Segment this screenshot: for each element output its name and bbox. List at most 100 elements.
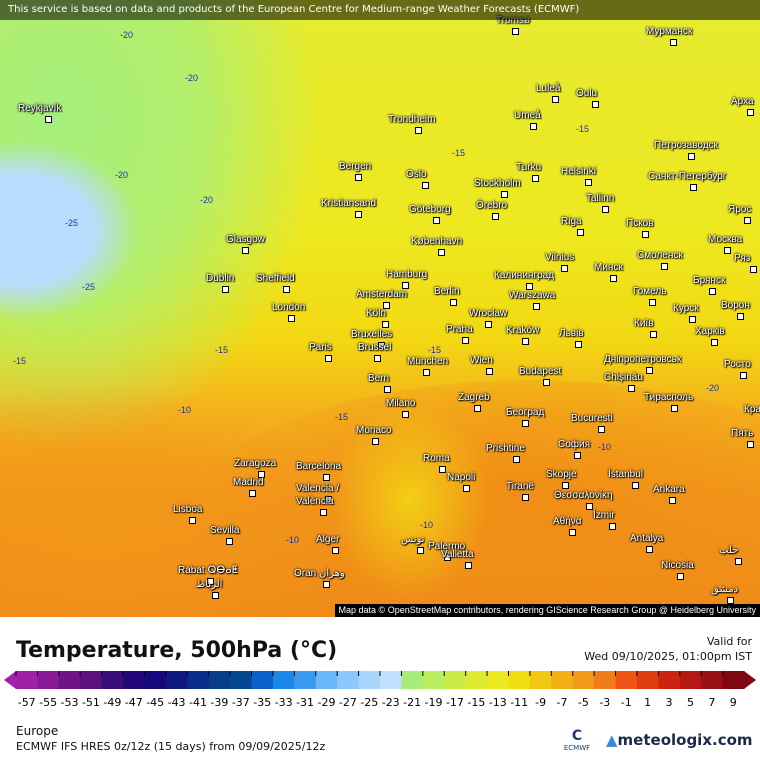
city-marker xyxy=(422,182,429,189)
legend-tick-label: -23 xyxy=(381,696,400,709)
city-marker xyxy=(288,315,295,322)
city-label: Ряз xyxy=(734,253,751,264)
city-marker xyxy=(592,101,599,108)
legend-swatch xyxy=(615,671,638,689)
city-marker xyxy=(222,286,229,293)
city-label: Sheffield xyxy=(256,273,295,284)
city-label: Tiranë xyxy=(506,481,534,492)
city-label: Madrid xyxy=(233,477,264,488)
city-marker xyxy=(610,275,617,282)
meteologix-logo[interactable]: ▲meteologix.com xyxy=(606,731,753,749)
city-marker xyxy=(744,217,751,224)
city-marker xyxy=(485,321,492,328)
valid-time: Valid for Wed 09/10/2025, 01:00pm IST xyxy=(584,634,752,664)
city-marker xyxy=(650,331,657,338)
legend-tick-label: -5 xyxy=(577,696,589,709)
city-label: Köln xyxy=(366,308,387,319)
legend-swatch xyxy=(37,671,60,689)
legend-swatch xyxy=(551,671,574,689)
isotherm-label: -20 xyxy=(200,195,214,205)
city-label: Ярос xyxy=(728,204,752,215)
city-label: Roma xyxy=(423,453,450,464)
city-marker xyxy=(462,337,469,344)
city-marker xyxy=(669,497,676,504)
city-label: Ankara xyxy=(653,484,685,495)
ecmwf-notice-banner: This service is based on data and produc… xyxy=(0,0,760,20)
city-marker xyxy=(689,184,697,191)
city-label: Helsinki xyxy=(561,166,597,177)
isotherm-label: -15 xyxy=(576,124,590,134)
city-label: Skopje xyxy=(546,469,577,480)
legend-swatch xyxy=(465,671,488,689)
legend-tick-label: -1 xyxy=(620,696,632,709)
legend-swatch xyxy=(208,671,231,689)
legend-tick-label: -35 xyxy=(253,696,272,709)
city-marker xyxy=(189,517,196,524)
city-marker xyxy=(382,302,390,309)
city-label: София xyxy=(558,439,591,450)
city-label: Lisboa xyxy=(173,504,203,515)
legend-swatch xyxy=(529,671,552,689)
city-label: Zagreb xyxy=(458,392,490,403)
city-marker xyxy=(44,116,52,123)
city-marker xyxy=(645,367,653,374)
city-marker xyxy=(522,420,529,427)
legend-tick-label: -17 xyxy=(445,696,464,709)
legend-ticks: -57 -55 -53 -51 -49 -47 -45 -43 -41 -39 -37 -35 -33-… xyxy=(14,696,746,710)
city-marker xyxy=(374,355,381,362)
legend-swatch xyxy=(230,671,253,689)
city-label: Glasgow xyxy=(226,234,265,245)
isotherm-label: -10 xyxy=(178,405,192,415)
city-label: Prishtine xyxy=(486,443,525,454)
city-marker xyxy=(332,547,339,554)
city-marker xyxy=(500,191,508,198)
legend-swatch xyxy=(636,671,659,689)
city-marker xyxy=(737,313,744,320)
city-marker xyxy=(661,263,668,270)
legend-tick-label: -33 xyxy=(274,696,293,709)
city-label: Amsterdam xyxy=(356,289,408,300)
legend-tick-label: -13 xyxy=(488,696,507,709)
city-label: Budapest xyxy=(519,366,562,377)
temperature-map[interactable]: Reykjavík Tromsø Мурманск Luleå Oulu Арха Umeå… xyxy=(0,0,760,617)
city-label: Örebro xyxy=(476,200,508,211)
city-label: Umeå xyxy=(514,110,541,121)
legend-tick-label: -55 xyxy=(39,696,58,709)
city-marker xyxy=(323,581,330,588)
legend-tick-label: -21 xyxy=(403,696,422,709)
legend-swatch xyxy=(444,671,467,689)
legend-swatch xyxy=(401,671,424,689)
legend-arrow-high xyxy=(744,671,756,689)
legend-swatch xyxy=(80,671,103,689)
legend-swatch xyxy=(251,671,274,689)
city-label: Kraków xyxy=(506,325,540,336)
city-marker xyxy=(450,299,457,306)
city-label: Bergen xyxy=(339,161,372,172)
legend-swatch xyxy=(337,671,360,689)
city-label: Trondheim xyxy=(388,114,436,125)
legend-swatch xyxy=(380,671,402,689)
legend-tick-label: -49 xyxy=(103,696,122,709)
city-label: Красно xyxy=(744,404,760,415)
city-marker xyxy=(242,247,249,254)
legend-swatch xyxy=(572,671,595,689)
isotherm-label: -15 xyxy=(335,412,349,422)
city-label: Санкт-Петербург xyxy=(648,171,727,182)
city-marker xyxy=(747,109,754,116)
legend-swatch xyxy=(272,671,295,689)
city-label: الرباط xyxy=(196,579,223,590)
city-label: Псков xyxy=(626,218,654,229)
city-label: Praha xyxy=(446,324,473,335)
legend-tick-label: 7 xyxy=(708,696,716,709)
ecmwf-logo[interactable]: C ECMWF xyxy=(563,728,591,752)
city-marker xyxy=(575,341,582,348)
city-marker xyxy=(355,174,362,181)
city-marker xyxy=(226,538,233,545)
isotherm-label: -20 xyxy=(120,30,134,40)
city-label: Napoli xyxy=(447,472,476,483)
city-marker xyxy=(597,426,605,433)
legend-swatch xyxy=(422,671,445,689)
city-marker xyxy=(492,213,499,220)
city-label: Oran وهران xyxy=(294,568,345,579)
city-marker xyxy=(320,509,327,516)
